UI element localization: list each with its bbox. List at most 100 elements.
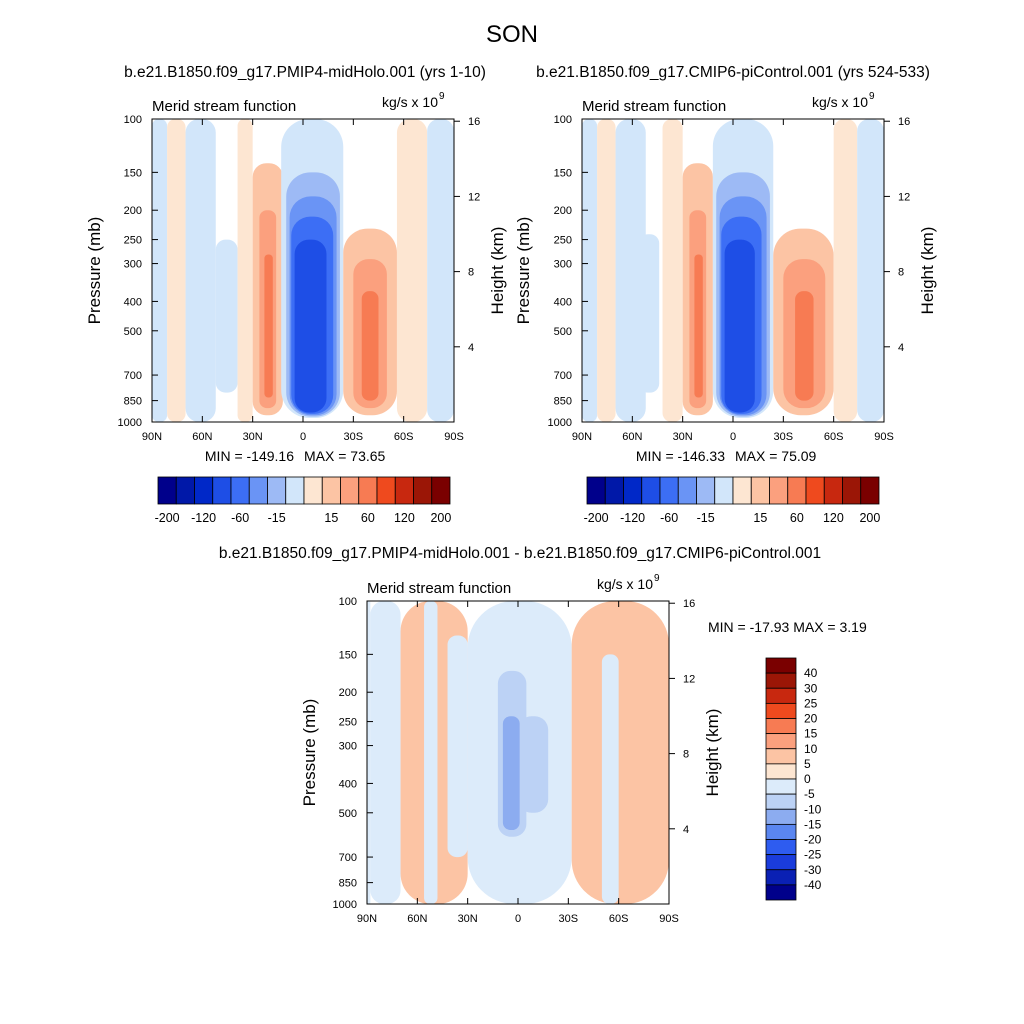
contour-cell bbox=[582, 119, 598, 422]
x-tick-label: 30S bbox=[774, 431, 794, 443]
y-tick-label: 700 bbox=[554, 370, 572, 382]
colorbar-label: 200 bbox=[430, 511, 451, 525]
min-label: MIN = -146.33 bbox=[636, 448, 725, 464]
x-tick-label: 30N bbox=[243, 431, 263, 443]
colorbar-label: -40 bbox=[804, 878, 822, 892]
colorbar-label: 5 bbox=[804, 757, 811, 771]
colorbar-box bbox=[750, 476, 770, 505]
colorbar-box bbox=[413, 476, 433, 505]
units-label: kg/s x 10 bbox=[597, 576, 653, 592]
units-exponent: 9 bbox=[654, 573, 660, 584]
colorbar-box bbox=[604, 476, 624, 505]
colorbar-box bbox=[860, 476, 880, 505]
x-tick-label: 60S bbox=[609, 913, 629, 925]
colorbar-box bbox=[765, 733, 797, 750]
contour-cell bbox=[370, 601, 401, 904]
colorbar-box bbox=[212, 476, 232, 505]
contour-cell bbox=[237, 119, 253, 422]
y2-axis-title: Height (km) bbox=[703, 709, 722, 797]
contour-cell bbox=[447, 635, 468, 858]
x-tick-label: 90N bbox=[357, 913, 377, 925]
colorbar-box bbox=[303, 476, 323, 505]
units-exponent: 9 bbox=[439, 91, 445, 102]
colorbar-box bbox=[358, 476, 378, 505]
x-tick-label: 90N bbox=[572, 431, 592, 443]
colorbar-box bbox=[175, 476, 195, 505]
colorbar-label: -30 bbox=[804, 863, 822, 877]
colorbar-box bbox=[157, 476, 177, 505]
y-tick-label: 100 bbox=[124, 114, 142, 126]
y-tick-label: 850 bbox=[554, 396, 572, 408]
minmax-label: MIN = -17.93 MAX = 3.19 bbox=[708, 619, 867, 635]
y-tick-label: 400 bbox=[339, 778, 357, 790]
y2-tick-label: 8 bbox=[683, 749, 689, 761]
contour-cell bbox=[424, 601, 438, 904]
y-tick-label: 150 bbox=[339, 649, 357, 661]
left-label: Merid stream function bbox=[582, 98, 726, 115]
y-axis-title: Pressure (mb) bbox=[300, 699, 319, 807]
y-tick-label: 1000 bbox=[118, 417, 142, 429]
contour-cell bbox=[361, 291, 379, 401]
x-tick-label: 90S bbox=[444, 431, 464, 443]
max-label: MAX = 75.09 bbox=[735, 448, 817, 464]
colorbar-box bbox=[765, 718, 797, 735]
x-tick-label: 0 bbox=[515, 913, 521, 925]
y-tick-label: 400 bbox=[124, 296, 142, 308]
colorbar-box bbox=[340, 476, 360, 505]
x-tick-label: 60N bbox=[407, 913, 427, 925]
colorbar-label: 60 bbox=[790, 511, 804, 525]
colorbar-label: -200 bbox=[155, 511, 180, 525]
colorbar-box bbox=[765, 748, 797, 765]
colorbar-label: 60 bbox=[361, 511, 375, 525]
colorbar-box bbox=[769, 476, 789, 505]
y-tick-label: 100 bbox=[554, 114, 572, 126]
contour-cell bbox=[396, 119, 428, 422]
colorbar-label: 40 bbox=[804, 666, 818, 680]
y-tick-label: 1000 bbox=[333, 899, 357, 911]
left-label: Merid stream function bbox=[367, 580, 511, 597]
y-tick-label: 250 bbox=[554, 235, 572, 247]
colorbar-box bbox=[677, 476, 697, 505]
y2-tick-label: 12 bbox=[683, 673, 695, 685]
panel1-title: b.e21.B1850.f09_g17.PMIP4-midHolo.001 (y… bbox=[124, 64, 486, 81]
colorbar-box bbox=[431, 476, 451, 505]
colorbar-box bbox=[394, 476, 414, 505]
colorbar-box bbox=[823, 476, 843, 505]
colorbar-box bbox=[714, 476, 734, 505]
colorbar-label: -15 bbox=[697, 511, 715, 525]
y-tick-label: 300 bbox=[339, 741, 357, 753]
x-tick-label: 90S bbox=[659, 913, 679, 925]
colorbar: -200 -120 -60 -15 15 60 120 200 bbox=[584, 476, 880, 525]
contour-cell bbox=[152, 119, 168, 422]
x-tick-label: 90S bbox=[874, 431, 894, 443]
colorbar-label: 120 bbox=[823, 511, 844, 525]
x-tick-label: 0 bbox=[730, 431, 736, 443]
colorbar-box bbox=[765, 763, 797, 780]
colorbar-box bbox=[765, 778, 797, 795]
contour-cell bbox=[502, 716, 520, 831]
colorbar-label: -5 bbox=[804, 787, 815, 801]
y-tick-label: 100 bbox=[339, 596, 357, 608]
colorbar-box bbox=[765, 884, 797, 901]
y2-tick-label: 4 bbox=[898, 342, 904, 354]
y2-tick-label: 16 bbox=[468, 116, 480, 128]
colorbar-box bbox=[765, 672, 797, 689]
y-tick-label: 850 bbox=[339, 878, 357, 890]
y-axis-title: Pressure (mb) bbox=[514, 217, 533, 325]
data-fields bbox=[582, 119, 884, 422]
contour-cell bbox=[662, 119, 683, 422]
contour-cell bbox=[367, 601, 371, 904]
colorbar-label: 20 bbox=[804, 712, 818, 726]
contour-cell bbox=[601, 654, 619, 904]
units-label: kg/s x 10 bbox=[382, 94, 438, 110]
x-tick-label: 90N bbox=[142, 431, 162, 443]
y-tick-label: 250 bbox=[124, 235, 142, 247]
colorbar-box bbox=[586, 476, 606, 505]
y-tick-label: 850 bbox=[124, 396, 142, 408]
colorbar-box bbox=[248, 476, 268, 505]
y-tick-label: 500 bbox=[124, 326, 142, 338]
x-tick-label: 0 bbox=[300, 431, 306, 443]
y2-axis-title: Height (km) bbox=[918, 227, 937, 315]
